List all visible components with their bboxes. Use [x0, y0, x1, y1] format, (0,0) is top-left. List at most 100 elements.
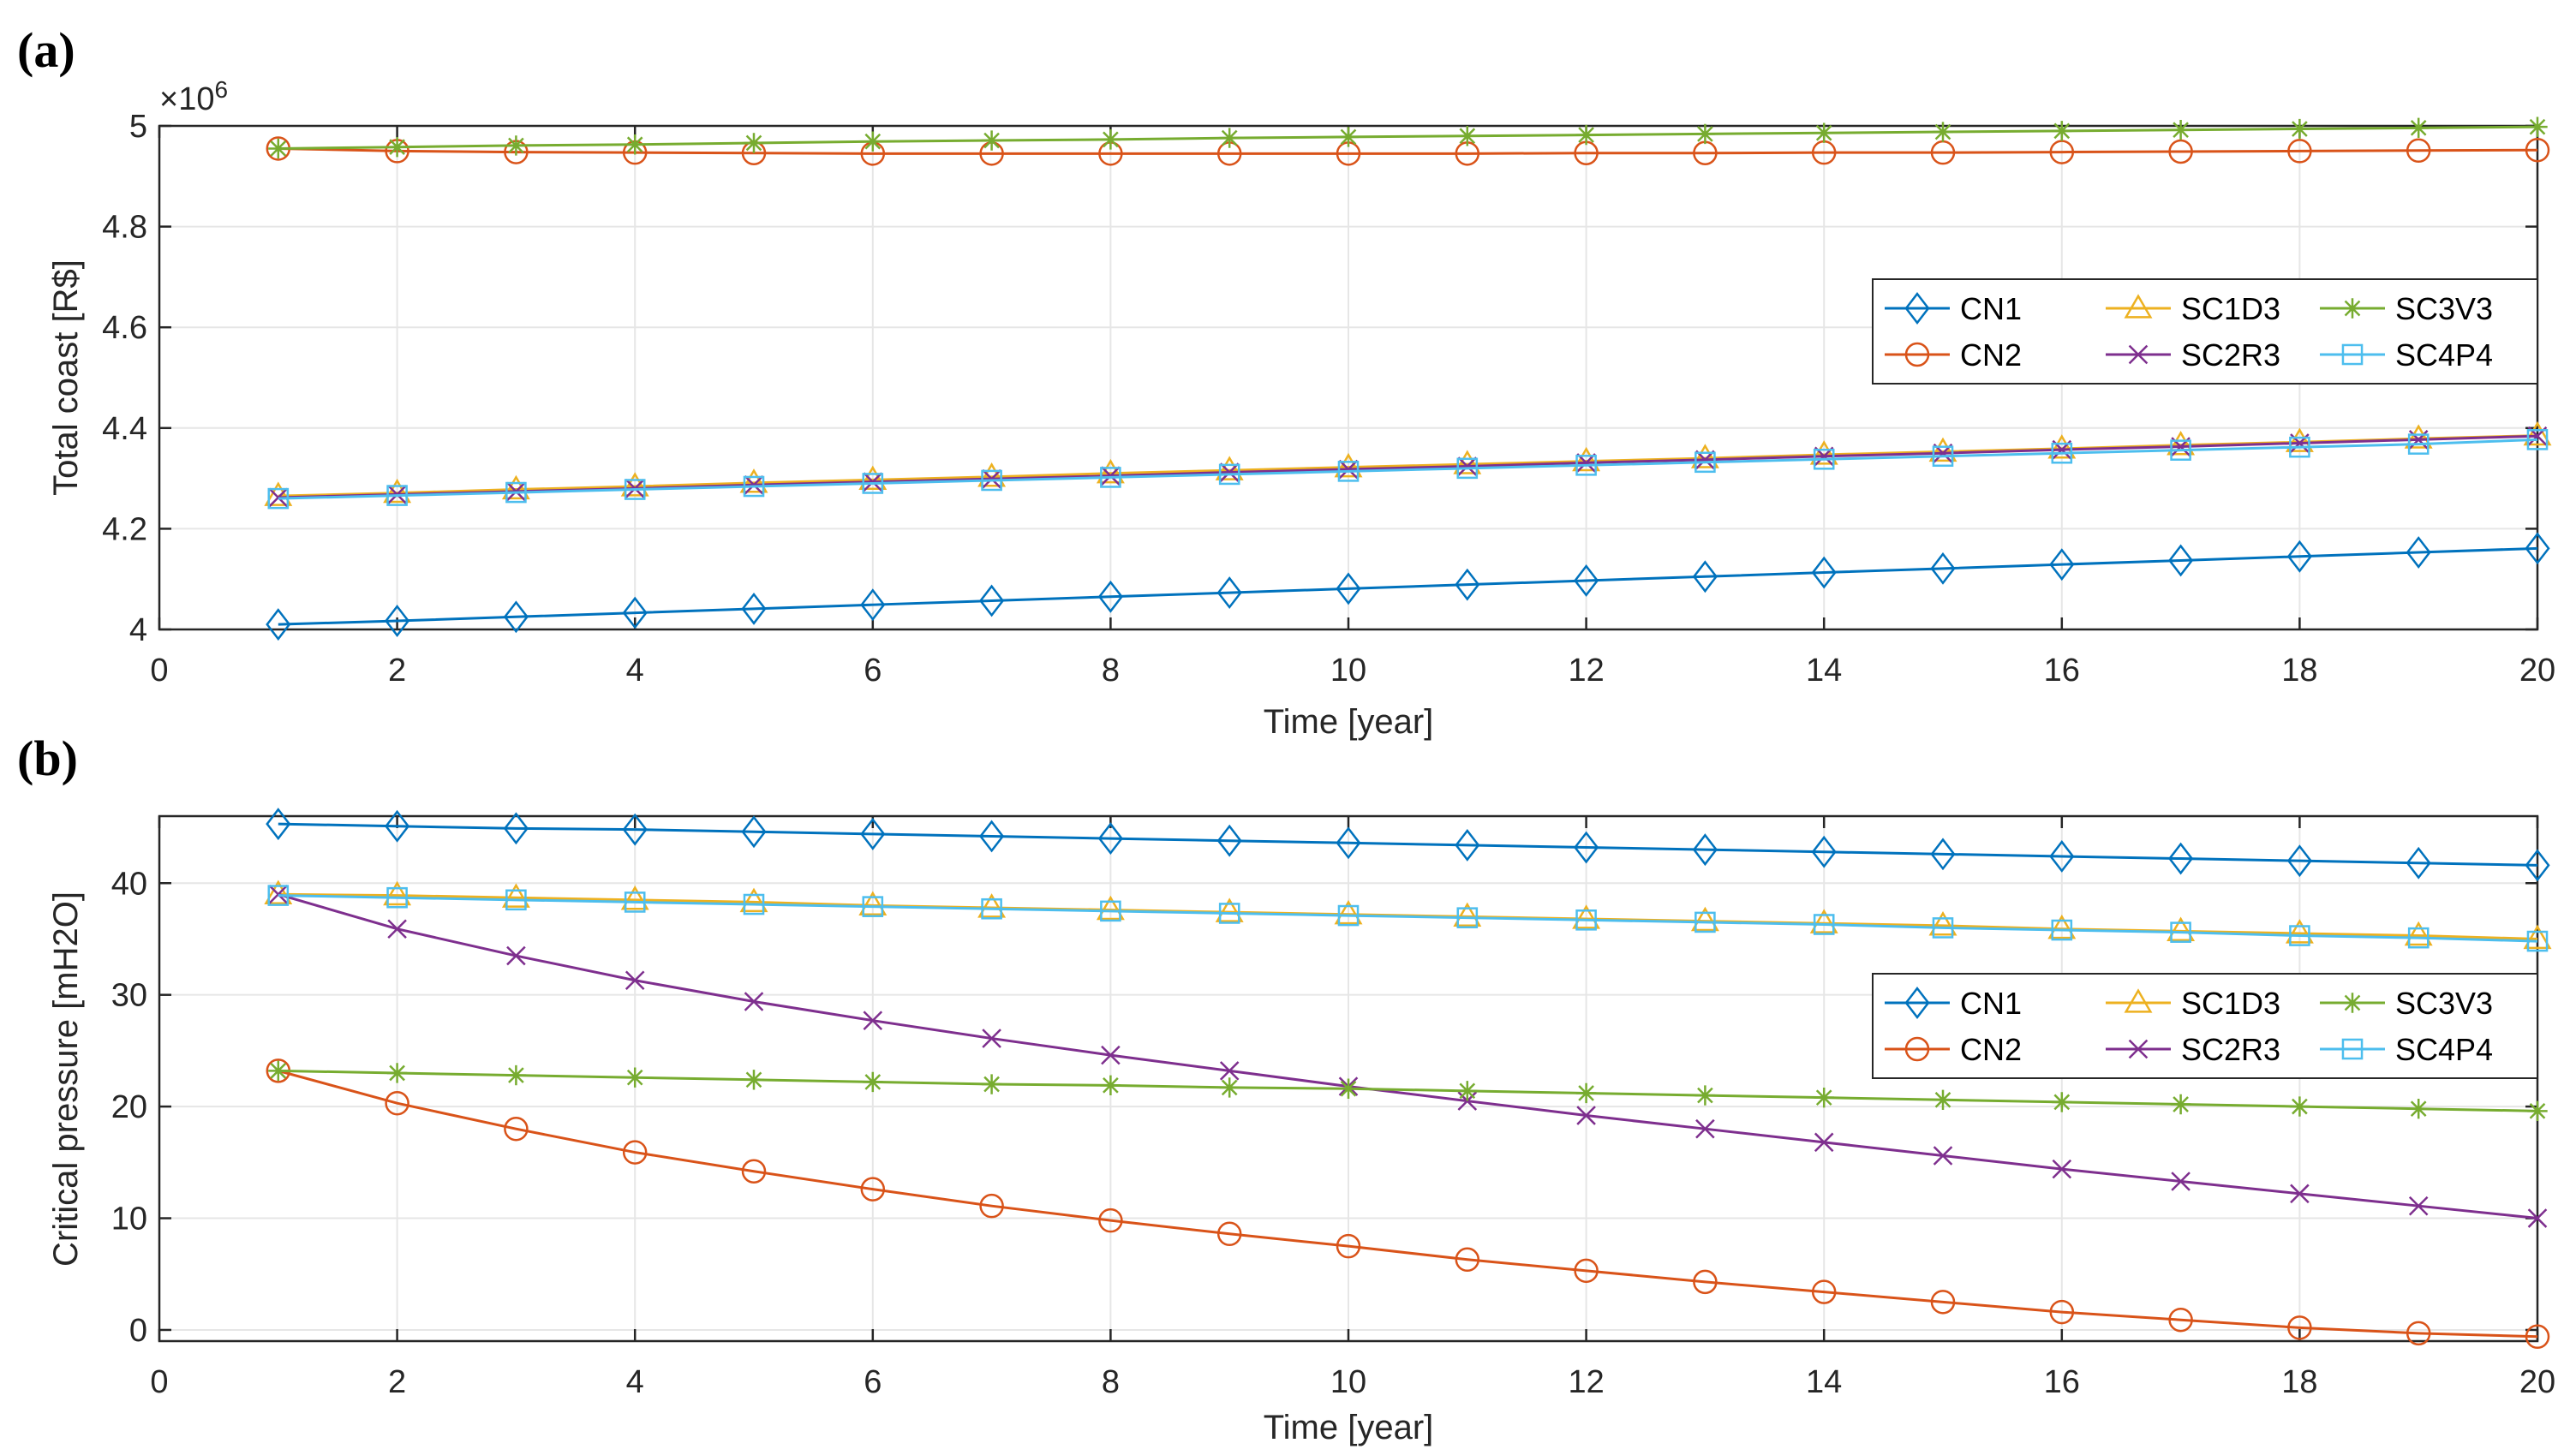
panel-a-line-SC4P4	[278, 438, 2538, 500]
panel-a-point-SC3V3	[1933, 122, 1953, 142]
panel-a-series	[264, 116, 2552, 641]
panel-b-x-tick-label: 14	[1806, 1364, 1842, 1400]
panel-b-x-tick-label: 20	[2519, 1364, 2555, 1400]
panel-b-point-SC4P4	[2051, 919, 2073, 941]
panel-a-legend-label-SC4P4: SC4P4	[2395, 337, 2493, 373]
panel-a-point-SC1D3	[383, 478, 412, 504]
panel-b-legend-label-SC2R3: SC2R3	[2181, 1032, 2280, 1067]
panel-b-point-CN2	[979, 1193, 1004, 1219]
panel-b-series-SC4P4	[267, 885, 2549, 952]
panel-b-x-tick-label: 12	[1568, 1364, 1604, 1400]
panel-b-point-CN1	[1216, 824, 1242, 857]
panel-a-legend-entry-CN2: CN2	[1885, 337, 2022, 373]
panel-a-point-SC3V3	[981, 130, 1002, 151]
panel-a-legend-label-SC2R3: SC2R3	[2181, 337, 2280, 373]
panel-b-point-CN1	[979, 820, 1005, 853]
panel-b-label: (b)	[17, 730, 78, 786]
panel-b-point-SC3V3	[1694, 1085, 1716, 1106]
panel-a-point-SC1D3	[501, 474, 530, 500]
panel-a-point-SC3V3	[1575, 124, 1597, 146]
panel-a-point-SC1D3	[977, 462, 1007, 487]
panel-b-point-SC2R3	[2408, 1196, 2429, 1216]
panel-a-point-CN1	[385, 605, 410, 637]
panel-b-point-SC1D3	[2047, 914, 2077, 939]
panel-a-point-CN1	[2049, 548, 2075, 581]
panel-a-x-tick-label: 4	[626, 653, 644, 689]
panel-b-point-SC4P4	[386, 886, 408, 909]
panel-a-point-SC4P4	[1337, 461, 1360, 482]
panel-b-y-tick-label: 20	[111, 1089, 147, 1125]
panel-a-point-CN2	[2525, 137, 2550, 163]
panel-b-legend-marker-SC3V3	[2342, 993, 2363, 1013]
panel-b-legend-entry-SC3V3: SC3V3	[2320, 986, 2493, 1021]
panel-b-point-SC1D3	[1453, 902, 1482, 927]
panel-a-point-CN1	[2406, 536, 2431, 569]
panel-b-legend-entry-CN2: CN2	[1885, 1032, 2022, 1067]
panel-a-point-SC3V3	[2289, 118, 2310, 140]
panel-a-point-SC4P4	[1932, 445, 1954, 468]
panel-b-point-CN2	[2406, 1321, 2431, 1346]
panel-b-point-SC3V3	[1100, 1075, 1121, 1096]
panel-a-point-SC1D3	[1928, 437, 1957, 462]
panel-b-point-SC2R3	[268, 885, 289, 904]
panel-b-point-SC3V3	[625, 1067, 645, 1088]
panel-a-point-SC2R3	[982, 468, 1001, 489]
panel-b-legend: CN1 CN2 SC1D3 SC2R3 SC3V3 SC4P4	[1872, 973, 2538, 1079]
panel-b-point-CN2	[385, 1090, 409, 1116]
panel-b-x-tick-label: 18	[2281, 1364, 2317, 1400]
panel-b-point-SC3V3	[1575, 1082, 1597, 1104]
panel-b-series-SC2R3	[268, 885, 2548, 1228]
panel-a-point-SC3V3	[2170, 120, 2191, 140]
panel-b-point-CN2	[622, 1140, 648, 1165]
panel-b-point-SC1D3	[1809, 909, 1838, 933]
panel-a-x-tick-label: 12	[1568, 653, 1604, 689]
panel-a-legend-entry-SC3V3: SC3V3	[2320, 291, 2493, 326]
panel-a-point-SC1D3	[1215, 456, 1244, 480]
panel-a-point-SC3V3	[625, 134, 645, 155]
panel-b-point-SC4P4	[1575, 909, 1597, 931]
panel-b-legend-entry-SC2R3: SC2R3	[2106, 1032, 2280, 1067]
panel-a-x-tick-label: 10	[1330, 653, 1366, 689]
panel-b-point-SC1D3	[620, 886, 649, 910]
panel-a-point-SC1D3	[264, 481, 293, 506]
panel-b-point-CN2	[504, 1116, 529, 1142]
panel-b-legend-marker-SC2R3	[2128, 1039, 2149, 1059]
panel-a-point-SC4P4	[2170, 439, 2191, 461]
panel-a-y-tick-label: 4.6	[102, 310, 147, 346]
panel-b-point-SC3V3	[2170, 1094, 2191, 1115]
panel-b-point-SC4P4	[862, 896, 884, 917]
panel-b-legend-label-CN2: CN2	[1960, 1032, 2022, 1067]
panel-a-point-SC3V3	[2408, 117, 2429, 139]
panel-b-x-tick-label: 4	[626, 1364, 644, 1400]
panel-b-point-SC3V3	[2408, 1099, 2429, 1119]
panel-b-point-CN1	[1692, 833, 1718, 867]
panel-b-point-SC2R3	[506, 945, 526, 966]
panel-a-point-SC4P4	[1456, 457, 1479, 480]
panel-a-y-tick-label: 4.4	[102, 411, 147, 447]
panel-a-legend-marker-SC2R3	[2128, 344, 2149, 365]
panel-a-point-SC3V3	[744, 133, 764, 153]
panel-a-legend-marker-SC3V3	[2342, 298, 2363, 319]
panel-a-point-SC1D3	[2047, 434, 2077, 459]
panel-a-point-CN1	[622, 596, 648, 629]
panel-b-point-CN2	[1693, 1269, 1718, 1295]
panel-b-point-SC4P4	[1694, 911, 1716, 933]
panel-b-point-SC1D3	[2404, 921, 2433, 946]
panel-b-point-SC1D3	[739, 887, 768, 913]
panel-a-point-SC4P4	[2526, 429, 2549, 450]
panel-b-point-SC3V3	[1338, 1078, 1359, 1099]
panel-b-legend-label-CN1: CN1	[1960, 986, 2022, 1021]
panel-a-legend-marker-CN1	[1904, 292, 1930, 325]
panel-b-point-CN1	[1930, 838, 1956, 871]
panel-b-legend-entry-SC4P4: SC4P4	[2320, 1032, 2493, 1067]
panel-a-point-CN1	[741, 592, 767, 625]
panel-a-point-SC4P4	[624, 479, 646, 500]
panel-b-legend-label-SC1D3: SC1D3	[2181, 986, 2280, 1021]
panel-b-point-SC2R3	[1933, 1146, 1953, 1166]
panel-a-legend-label-SC1D3: SC1D3	[2181, 291, 2280, 326]
panel-a-point-SC3V3	[386, 136, 408, 158]
panel-b-point-CN2	[1336, 1233, 1361, 1259]
panel-a-series-CN2	[266, 136, 2550, 166]
panel-b-point-CN2	[1216, 1221, 1242, 1247]
